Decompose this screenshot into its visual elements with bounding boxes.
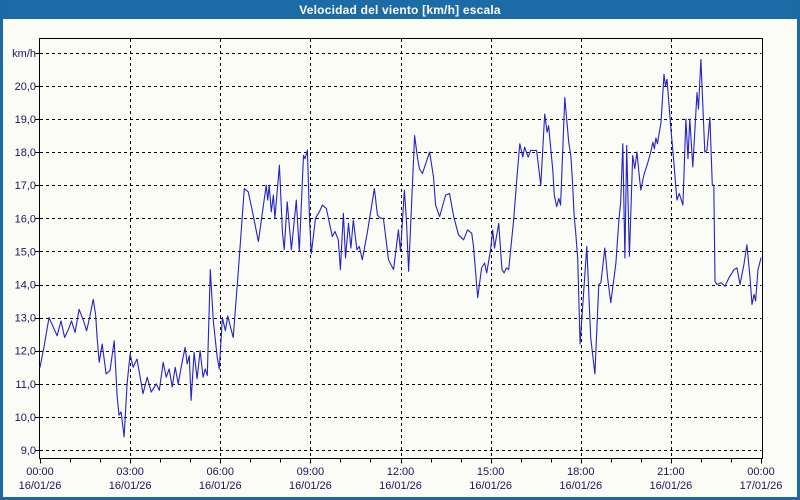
page-title: Velocidad del viento [km/h] escala — [299, 2, 501, 17]
x-tick-time-label: 18:00 — [567, 466, 595, 478]
x-tick-date-label: 17/01/26 — [740, 480, 783, 492]
y-axis-unit-label: km/h — [12, 48, 36, 60]
y-tick-label: 17,0 — [15, 180, 36, 192]
x-tick-date-label: 16/01/26 — [559, 480, 602, 492]
x-tick-time-label: 03:00 — [116, 466, 144, 478]
x-tick-date-label: 16/01/26 — [469, 480, 512, 492]
y-tick-label: 18,0 — [15, 147, 36, 159]
y-tick-label: 12,0 — [15, 346, 36, 358]
x-tick-time-label: 09:00 — [297, 466, 325, 478]
x-tick-time-label: 12:00 — [387, 466, 415, 478]
x-tick-time-label: 15:00 — [477, 466, 505, 478]
x-tick-time-label: 00:00 — [747, 466, 775, 478]
y-tick-label: 11,0 — [15, 379, 36, 391]
plot-frame — [39, 38, 763, 459]
x-tick-time-label: 06:00 — [206, 466, 234, 478]
x-tick-date-label: 16/01/26 — [199, 480, 242, 492]
wind-speed-line — [39, 58, 762, 438]
y-tick-label: 19,0 — [15, 114, 36, 126]
x-tick-date-label: 16/01/26 — [19, 480, 62, 492]
x-tick-time-label: 00:00 — [26, 466, 54, 478]
y-tick-label: 20,0 — [15, 81, 36, 93]
y-tick-label: 15,0 — [15, 246, 36, 258]
x-tick-date-label: 16/01/26 — [379, 480, 422, 492]
x-tick-time-label: 21:00 — [657, 466, 685, 478]
y-tick-label: 10,0 — [15, 412, 36, 424]
y-tick-label: 9,0 — [21, 445, 36, 457]
x-tick-date-label: 16/01/26 — [109, 480, 152, 492]
y-tick-label: 13,0 — [15, 313, 36, 325]
x-tick-date-label: 16/01/26 — [649, 480, 692, 492]
chart-area: 9,0 10,0 11,0 12,0 13,0 14,0 15,0 16,0 17,0 18,0 1… — [3, 19, 797, 497]
y-tick-label: 16,0 — [15, 213, 36, 225]
wind-speed-chart: 9,0 10,0 11,0 12,0 13,0 14,0 15,0 16,0 17,0 18,0 1… — [12, 38, 783, 492]
y-tick-label: 14,0 — [15, 280, 36, 292]
title-bar: Velocidad del viento [km/h] escala — [3, 0, 797, 19]
x-tick-date-label: 16/01/26 — [289, 480, 332, 492]
